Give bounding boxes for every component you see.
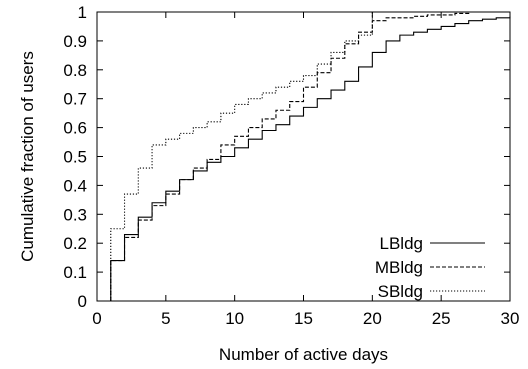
x-tick-label: 20 (363, 309, 382, 328)
y-tick-label: 0.4 (63, 176, 87, 195)
series-line-lbldg (110, 16, 511, 301)
x-tick-label: 0 (92, 309, 101, 328)
y-tick-label: 0 (78, 292, 87, 311)
y-tick-label: 0.7 (63, 90, 87, 109)
y-tick-label: 0.5 (63, 148, 87, 167)
y-tick-label: 0.6 (63, 119, 87, 138)
x-tick-label: 15 (294, 309, 313, 328)
y-tick-label: 0.1 (63, 263, 87, 282)
x-tick-label: 30 (501, 309, 520, 328)
y-tick-label: 0.2 (63, 234, 87, 253)
y-axis-ticks: 0 0.1 0.2 0.3 0.4 0.5 0.6 0.7 0.8 0.9 1 (63, 3, 510, 311)
series-line-sbldg (110, 11, 510, 301)
x-tick-label: 10 (225, 309, 244, 328)
series-line-mbldg (110, 11, 510, 301)
legend: LBldg MBldg SBldg (375, 234, 485, 301)
series-layer (110, 11, 511, 301)
x-tick-label: 25 (432, 309, 451, 328)
x-axis-ticks: 0 5 10 15 20 25 30 (92, 12, 519, 328)
x-axis-title: Number of active days (219, 345, 388, 364)
legend-label-lbldg: LBldg (380, 234, 423, 253)
y-tick-label: 0.8 (63, 61, 87, 80)
x-tick-label: 5 (161, 309, 170, 328)
plot-frame (96, 11, 511, 302)
y-tick-label: 1 (78, 3, 87, 22)
legend-label-mbldg: MBldg (375, 258, 423, 277)
y-axis-title: Cumulative fraction of users (18, 51, 37, 262)
y-tick-label: 0.9 (63, 32, 87, 51)
legend-label-sbldg: SBldg (378, 282, 423, 301)
y-tick-label: 0.3 (63, 205, 87, 224)
